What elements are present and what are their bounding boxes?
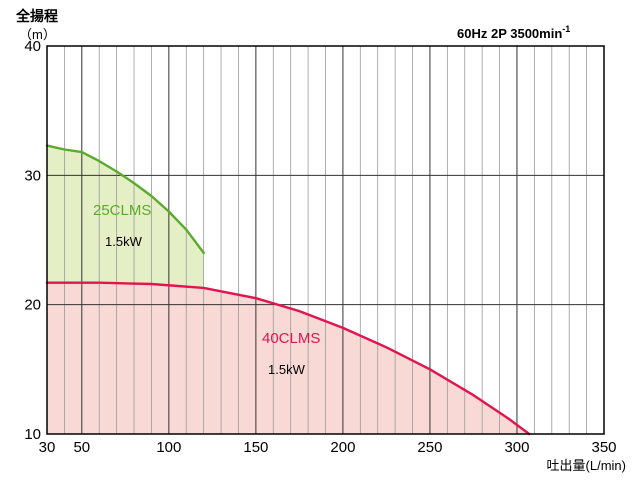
x-tick-label: 50 bbox=[73, 439, 90, 456]
series-line-0 bbox=[45, 144, 205, 255]
y-tick-label: 20 bbox=[24, 297, 41, 314]
condition-superscript: -1 bbox=[562, 24, 570, 34]
series-label-40clms: 40CLMS bbox=[262, 330, 320, 347]
y-tick-label: 30 bbox=[24, 167, 41, 184]
x-tick-label: 150 bbox=[243, 439, 268, 456]
minor-gridlines bbox=[64, 46, 587, 434]
condition-label: 60Hz 2P 3500min-1 bbox=[457, 24, 570, 41]
x-axis-title: 吐出量(L/min) bbox=[547, 458, 626, 473]
power-label-25clms: 1.5kW bbox=[105, 234, 143, 249]
x-tick-label: 350 bbox=[591, 439, 616, 456]
series-label-25clms: 25CLMS bbox=[93, 202, 151, 219]
power-label-40clms: 1.5kW bbox=[268, 362, 306, 377]
x-tick-label: 300 bbox=[504, 439, 529, 456]
y-axis-unit: （m） bbox=[19, 27, 56, 42]
area-fill-1 bbox=[47, 282, 530, 434]
tick-labels: 30 50 100 150 200 250 300 350 40 30 20 10 bbox=[24, 38, 616, 456]
major-gridlines bbox=[47, 46, 604, 434]
condition-base: 60Hz 2P 3500min bbox=[457, 26, 562, 41]
x-tick-label: 30 bbox=[39, 439, 56, 456]
plot-frame bbox=[46, 45, 605, 435]
area-fills bbox=[47, 145, 530, 434]
y-tick-label: 10 bbox=[24, 426, 41, 443]
series-line-1 bbox=[45, 281, 531, 436]
x-tick-label: 250 bbox=[417, 439, 442, 456]
series-lines bbox=[45, 144, 531, 436]
x-tick-label: 200 bbox=[330, 439, 355, 456]
x-tick-label: 100 bbox=[156, 439, 181, 456]
y-axis-title: 全揚程 bbox=[15, 8, 58, 24]
y-tick-label: 40 bbox=[24, 38, 41, 55]
